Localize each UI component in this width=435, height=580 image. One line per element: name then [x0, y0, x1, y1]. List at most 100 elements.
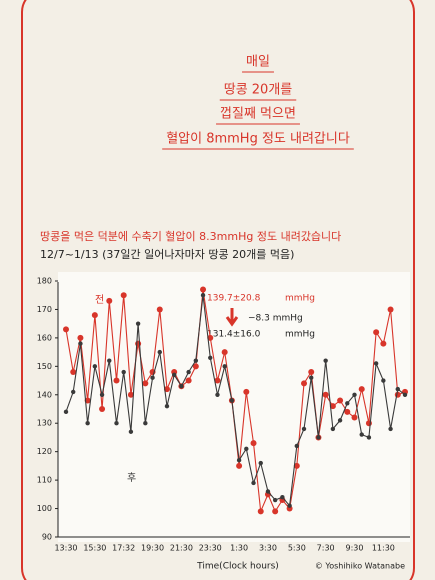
point [388, 426, 393, 432]
point [107, 358, 112, 363]
series-label: 전 [95, 294, 104, 306]
y-tick-label: 100 [37, 504, 52, 513]
point [215, 392, 220, 397]
y-tick-label: 140 [37, 390, 52, 399]
annotation: 139.7±20.8 [207, 294, 261, 304]
x-axis-label: Time(Clock hours) [196, 562, 279, 572]
x-tick-label: 19:30 [141, 544, 164, 553]
point [257, 508, 264, 515]
point [208, 355, 213, 360]
x-tick-label: 15:30 [83, 544, 106, 553]
point [265, 489, 271, 494]
point [207, 334, 214, 341]
point [127, 391, 134, 398]
point [99, 406, 106, 412]
point [381, 378, 386, 383]
credit: © Yoshihiko Watanabe [315, 562, 405, 571]
y-tick-label: 160 [37, 333, 52, 342]
x-tick-label: 23:30 [199, 544, 222, 553]
point [106, 297, 113, 304]
point [63, 326, 69, 333]
point [330, 426, 336, 432]
y-tick-label: 180 [37, 277, 52, 286]
point [120, 292, 127, 299]
point [200, 293, 206, 298]
x-tick-label: 17:32 [112, 544, 135, 553]
point [128, 429, 134, 434]
point [322, 391, 329, 398]
point [222, 364, 227, 369]
point [171, 372, 177, 378]
point [280, 494, 285, 500]
point [323, 358, 328, 363]
x-tick-label: 13:30 [54, 544, 77, 553]
point [308, 369, 315, 376]
point [156, 306, 163, 313]
point [402, 392, 408, 397]
point [192, 363, 199, 370]
annotation: mmHg [285, 294, 315, 304]
point [373, 329, 380, 336]
point [244, 446, 249, 452]
point [236, 458, 242, 463]
point [193, 358, 199, 363]
title-line: 껍질째 먹으면 [220, 107, 296, 122]
point [294, 443, 300, 449]
point [337, 397, 344, 404]
x-tick-label: 21:30 [170, 544, 193, 553]
point [200, 286, 207, 293]
y-tick-label: 110 [37, 476, 52, 485]
point [250, 440, 257, 447]
point [301, 380, 308, 387]
annotation: mmHg [285, 330, 315, 340]
y-tick-label: 130 [37, 419, 52, 428]
point [316, 435, 321, 440]
frame [21, 0, 415, 580]
point [70, 369, 77, 376]
point [71, 389, 76, 395]
point [395, 386, 400, 392]
arrow [225, 308, 239, 327]
point [351, 414, 358, 421]
point [164, 403, 170, 409]
x-tick-label: 3:30 [259, 544, 277, 553]
point [366, 435, 372, 440]
point [387, 306, 394, 313]
point [358, 386, 365, 393]
x-tick-label: 9:30 [346, 544, 364, 553]
point [344, 408, 351, 415]
title-line: 땅콩 20개를 [224, 83, 293, 98]
plot-background [58, 272, 410, 542]
point [337, 418, 343, 423]
point [258, 460, 263, 466]
y-tick-label: 90 [42, 533, 52, 542]
x-tick-label: 7:30 [317, 544, 335, 553]
series-label: 후 [127, 472, 136, 484]
point [91, 312, 98, 319]
point [272, 497, 278, 503]
point [359, 432, 364, 437]
point [293, 462, 300, 469]
title-line: 혈압이 8mmHg 정도 내려갑니다 [166, 132, 350, 147]
point [394, 391, 401, 398]
point [221, 349, 228, 356]
point [63, 409, 69, 415]
point [179, 384, 184, 389]
point [113, 377, 120, 384]
annotation: −8.3 mmHg [248, 314, 303, 324]
point [121, 369, 126, 375]
point [142, 380, 149, 387]
point [380, 340, 387, 347]
point [157, 349, 162, 355]
point [99, 392, 105, 397]
point [287, 503, 292, 508]
subtitle: 땅콩을 먹은 덕분에 수축기 혈압이 8.3mmHg 정도 내려갔습니다 [40, 229, 341, 243]
point [185, 377, 192, 384]
point [85, 421, 90, 426]
point [114, 421, 119, 426]
point [251, 480, 256, 486]
y-tick-label: 120 [37, 447, 52, 456]
title-line: 매일 [246, 55, 270, 70]
